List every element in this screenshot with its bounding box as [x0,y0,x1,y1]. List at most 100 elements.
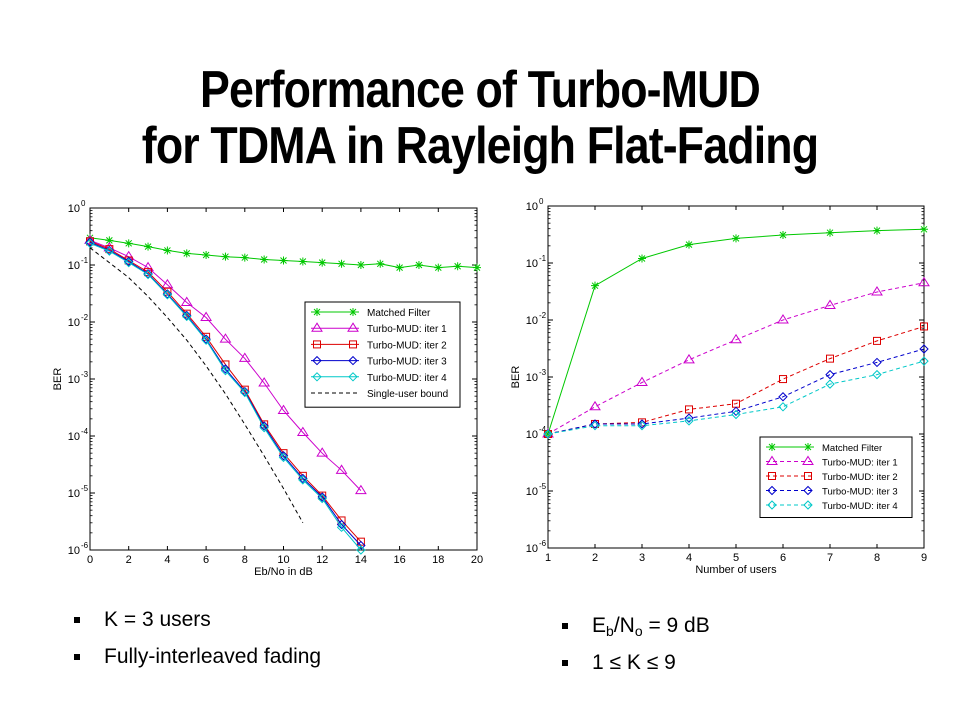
legend-marker [313,340,321,349]
data-point [779,230,787,239]
bullet-square-icon [562,623,568,629]
data-point [873,226,881,235]
data-point [919,356,929,366]
data-point [636,376,648,387]
data-point [221,252,230,261]
y-tick-exponent: -5 [539,482,547,491]
data-point [872,357,882,368]
data-point [296,426,309,437]
data-point [143,269,153,280]
data-point [180,296,193,306]
data-point [123,257,134,268]
y-tick-exponent: -6 [539,539,547,548]
x-tick-label: 0 [87,554,93,566]
data-point [298,475,308,485]
data-point [259,421,269,431]
legend-marker [802,455,814,465]
data-point [240,387,250,398]
data-point [920,225,928,234]
x-tick-label: 14 [355,554,367,566]
data-point [278,451,289,461]
legend-marker [766,455,778,465]
legend-box [304,301,461,408]
y-tick-label: 10 [526,315,538,327]
data-point [201,334,211,344]
series-group [544,225,928,438]
series-line [89,239,362,491]
data-point [590,420,600,431]
x-tick-label: 20 [471,554,483,566]
x-tick-label: 1 [545,552,551,564]
y-tick-label: 10 [526,429,538,441]
series-line [547,360,925,435]
series-group [85,238,366,555]
y-tick-exponent: -5 [81,484,89,493]
series-line [547,326,925,435]
legend-marker [311,322,323,332]
legend-entry: Turbo-MUD: iter 1 [822,458,898,469]
y-tick-label: 10 [68,317,80,329]
data-point [356,545,366,555]
data-point [730,333,742,344]
series-line [89,241,362,546]
x-tick-label: 4 [164,554,170,566]
y-tick-exponent: -3 [539,368,547,377]
y-tick-label: 10 [526,372,538,384]
data-point [825,379,835,389]
y-axis-label: BER [52,368,64,391]
data-point [260,255,269,264]
data-point [873,336,881,345]
data-point [589,400,601,411]
legend-entry: Single-user bound [367,389,448,400]
data-point [826,354,834,363]
data-point [434,263,443,272]
data-point [202,250,211,259]
data-point [182,249,191,258]
legend-marker [804,472,812,480]
slide-title-line1: Performance of Turbo-MUD [200,61,761,119]
data-point [918,276,930,287]
data-point [354,484,367,495]
legend-entry: Turbo-MUD: iter 3 [822,487,898,498]
x-tick-label: 12 [316,554,328,566]
legend-marker [349,340,357,349]
data-point [259,422,269,433]
series-line [89,247,304,524]
legend-marker [803,485,813,496]
y-tick-exponent: 0 [81,199,86,208]
x-tick-label: 9 [921,552,927,564]
data-point [182,311,192,322]
data-point [685,405,693,414]
legend-marker [767,500,777,510]
legend-marker [349,308,357,316]
data-point [637,420,647,431]
data-point [685,240,693,249]
legend-marker [803,500,813,510]
x-tick-label: 6 [780,552,786,564]
data-point [240,386,250,397]
data-point [318,258,327,267]
data-point [777,314,789,324]
users-range: 1 ≤ K ≤ 9 [592,651,676,674]
data-point [238,352,251,362]
data-point [543,429,553,439]
data-point [591,281,599,290]
data-point [684,416,694,426]
legend-marker [312,355,322,366]
data-point [220,365,231,376]
series-group [84,234,367,495]
data-point [200,311,213,321]
data-point [395,263,404,272]
y-tick-label: 10 [68,431,80,443]
x-tick-label: 6 [203,554,209,566]
legend-marker [348,372,358,382]
y-tick-exponent: -1 [539,254,547,263]
legend-entry: Turbo-MUD: iter 1 [367,324,447,335]
legend-marker [312,372,322,382]
data-point [298,257,307,266]
y-tick-exponent: -4 [539,425,547,434]
legend-entry: Turbo-MUD: iter 4 [367,373,447,384]
legend-marker [348,355,358,366]
x-tick-label: 18 [432,554,444,566]
